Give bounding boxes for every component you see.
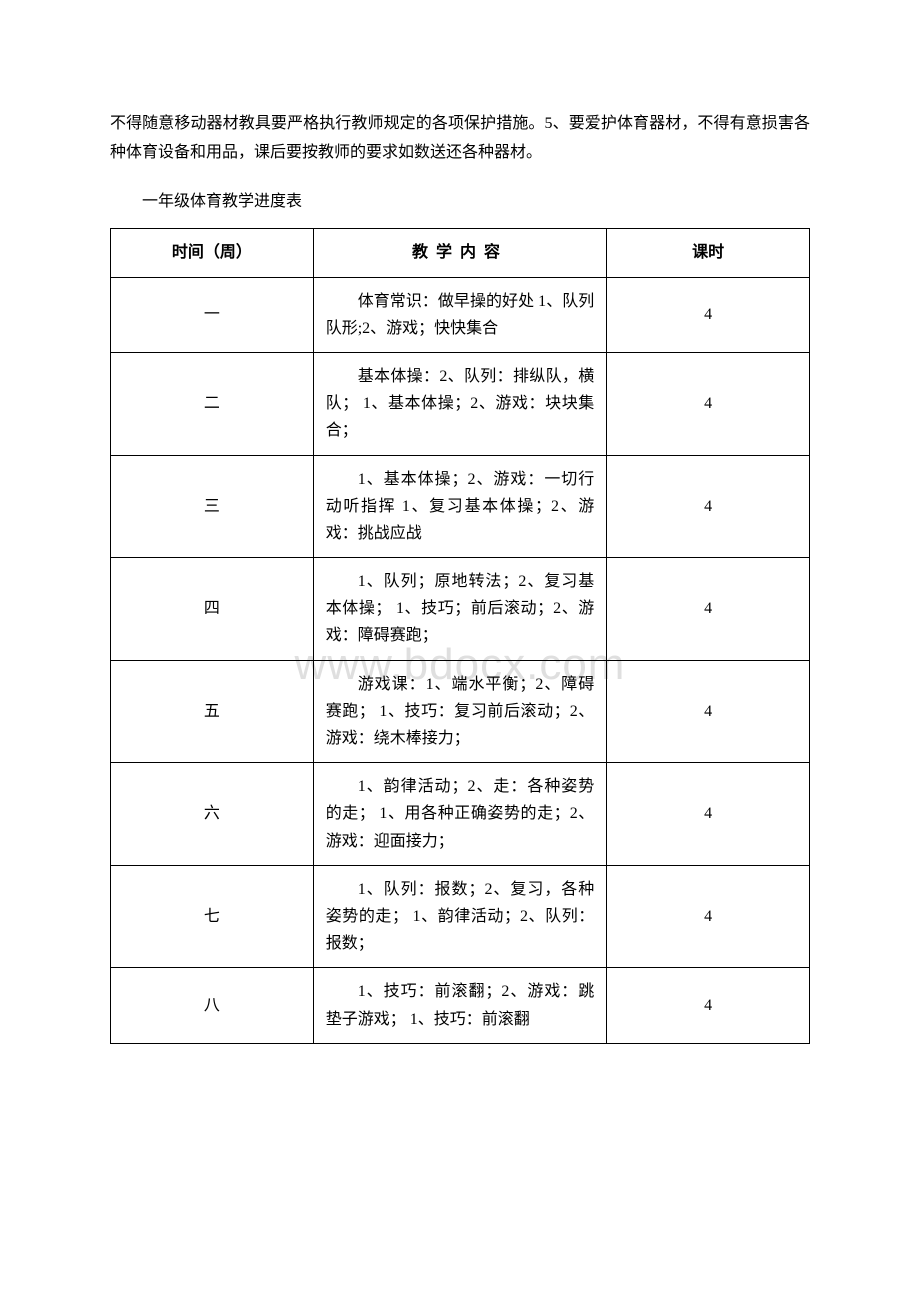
cell-time: 一 — [111, 277, 314, 352]
table-row: 二 基本体操：2、队列：排纵队，横队； 1、基本体操；2、游戏：块块集合； 4 — [111, 352, 810, 455]
header-time: 时间（周） — [111, 229, 314, 277]
cell-hours: 4 — [607, 865, 810, 968]
section-title: 一年级体育教学进度表 — [110, 188, 810, 217]
cell-time: 七 — [111, 865, 314, 968]
cell-time: 三 — [111, 455, 314, 558]
cell-content: 体育常识：做早操的好处 1、队列队形;2、游戏；快快集合 — [313, 277, 607, 352]
table-row: 三 1、基本体操；2、游戏：一切行动听指挥 1、复习基本体操；2、游戏：挑战应战… — [111, 455, 810, 558]
cell-hours: 4 — [607, 277, 810, 352]
header-content: 教学内容 — [313, 229, 607, 277]
cell-content: 1、队列：报数；2、复习，各种姿势的走； 1、韵律活动；2、队列：报数； — [313, 865, 607, 968]
table-row: 五 游戏课：1、端水平衡；2、障碍赛跑； 1、技巧：复习前后滚动；2、游戏：绕木… — [111, 660, 810, 763]
intro-paragraph: 不得随意移动器材教具要严格执行教师规定的各项保护措施。5、要爱护体育器材，不得有… — [110, 110, 810, 168]
schedule-table: 时间（周） 教学内容 课时 一 体育常识：做早操的好处 1、队列队形;2、游戏；… — [110, 228, 810, 1043]
cell-time: 四 — [111, 558, 314, 661]
table-row: 六 1、韵律活动；2、走：各种姿势的走； 1、用各种正确姿势的走；2、游戏：迎面… — [111, 763, 810, 866]
cell-content: 1、基本体操；2、游戏：一切行动听指挥 1、复习基本体操；2、游戏：挑战应战 — [313, 455, 607, 558]
cell-time: 六 — [111, 763, 314, 866]
cell-hours: 4 — [607, 660, 810, 763]
table-header-row: 时间（周） 教学内容 课时 — [111, 229, 810, 277]
cell-content: 游戏课：1、端水平衡；2、障碍赛跑； 1、技巧：复习前后滚动；2、游戏：绕木棒接… — [313, 660, 607, 763]
cell-time: 二 — [111, 352, 314, 455]
cell-content: 基本体操：2、队列：排纵队，横队； 1、基本体操；2、游戏：块块集合； — [313, 352, 607, 455]
cell-hours: 4 — [607, 455, 810, 558]
cell-hours: 4 — [607, 352, 810, 455]
table-row: 七 1、队列：报数；2、复习，各种姿势的走； 1、韵律活动；2、队列：报数； 4 — [111, 865, 810, 968]
cell-content: 1、技巧：前滚翻；2、游戏：跳垫子游戏； 1、技巧：前滚翻 — [313, 968, 607, 1043]
table-row: 八 1、技巧：前滚翻；2、游戏：跳垫子游戏； 1、技巧：前滚翻 4 — [111, 968, 810, 1043]
schedule-table-wrapper: 时间（周） 教学内容 课时 一 体育常识：做早操的好处 1、队列队形;2、游戏；… — [110, 228, 810, 1043]
cell-hours: 4 — [607, 558, 810, 661]
cell-content: 1、韵律活动；2、走：各种姿势的走； 1、用各种正确姿势的走；2、游戏：迎面接力… — [313, 763, 607, 866]
cell-time: 八 — [111, 968, 314, 1043]
table-row: 一 体育常识：做早操的好处 1、队列队形;2、游戏；快快集合 4 — [111, 277, 810, 352]
cell-hours: 4 — [607, 968, 810, 1043]
cell-content: 1、队列；原地转法；2、复习基本体操； 1、技巧；前后滚动；2、游戏：障碍赛跑； — [313, 558, 607, 661]
table-row: 四 1、队列；原地转法；2、复习基本体操； 1、技巧；前后滚动；2、游戏：障碍赛… — [111, 558, 810, 661]
header-hours: 课时 — [607, 229, 810, 277]
cell-hours: 4 — [607, 763, 810, 866]
cell-time: 五 — [111, 660, 314, 763]
